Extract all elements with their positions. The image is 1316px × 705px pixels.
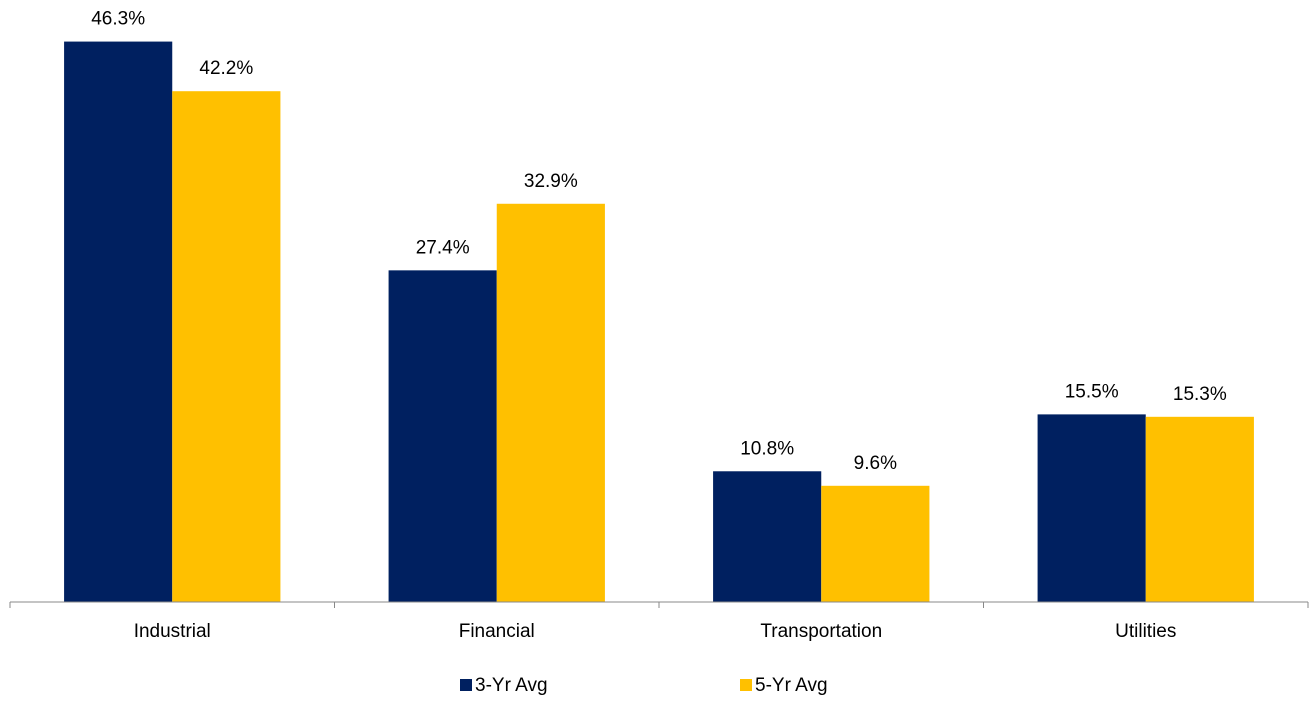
- legend-label: 3-Yr Avg: [475, 675, 548, 696]
- data-label: 42.2%: [199, 58, 253, 79]
- data-label: 15.5%: [1065, 381, 1119, 402]
- bar: [821, 485, 930, 602]
- data-label: 9.6%: [854, 453, 897, 474]
- data-label: 32.9%: [524, 171, 578, 192]
- data-label: 15.3%: [1173, 384, 1227, 405]
- bar: [388, 270, 497, 602]
- x-tick-label: Industrial: [134, 621, 211, 642]
- legend-label: 5-Yr Avg: [755, 675, 828, 696]
- legend-swatch: [460, 679, 472, 691]
- x-tick-label: Utilities: [1115, 621, 1176, 642]
- data-label: 46.3%: [91, 9, 145, 30]
- bar: [1145, 416, 1254, 602]
- data-label: 27.4%: [416, 237, 470, 258]
- bar: [64, 41, 173, 602]
- legend-swatch: [740, 679, 752, 691]
- bar: [496, 203, 605, 602]
- bar: [713, 471, 822, 602]
- data-label: 10.8%: [740, 438, 794, 459]
- x-tick-label: Financial: [459, 621, 535, 642]
- x-tick-label: Transportation: [760, 621, 882, 642]
- bar: [1037, 414, 1146, 602]
- bar: [172, 91, 281, 603]
